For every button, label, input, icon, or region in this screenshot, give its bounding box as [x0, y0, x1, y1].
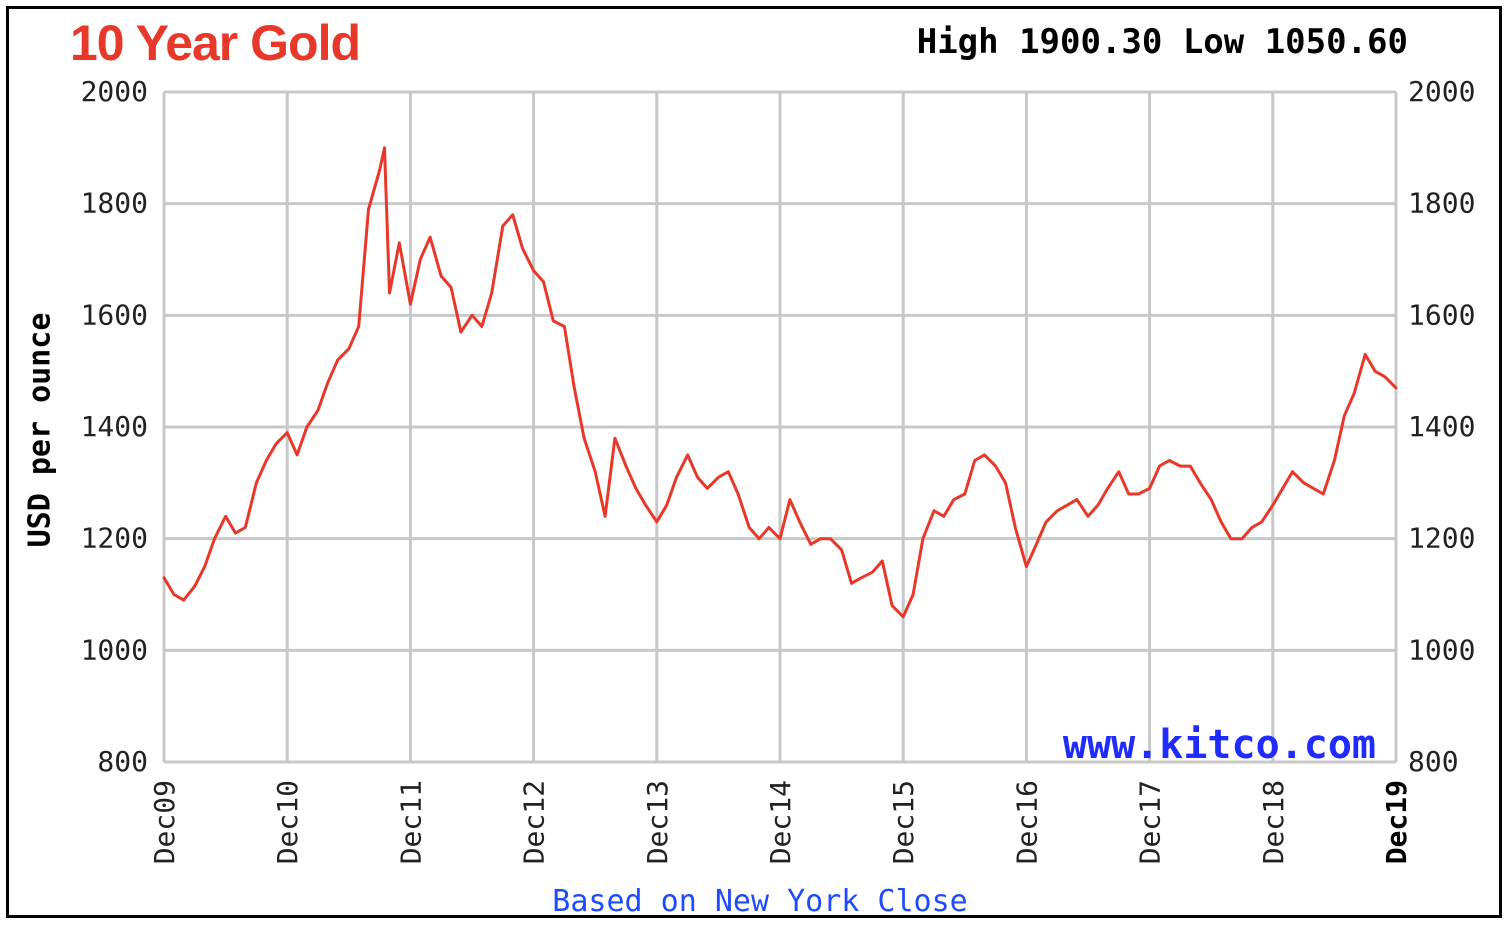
y-tick-label-right: 1600 [1408, 298, 1475, 331]
y-axis-left: 800 1000 1200 1400 1600 1800 2000 [81, 75, 148, 778]
y-tick-label-left: 2000 [81, 75, 148, 108]
chart-frame [6, 6, 1502, 918]
y-tick-label-right: 1000 [1408, 633, 1475, 666]
y-tick-label-left: 1000 [81, 633, 148, 666]
y-tick-label-left: 1800 [81, 187, 148, 220]
x-tick-label: Dec18 [1257, 780, 1290, 864]
y-tick-label-right: 800 [1408, 745, 1459, 778]
grid-lines [162, 90, 1398, 764]
y-axis-right: 800 1000 1200 1400 1600 1800 2000 [1408, 75, 1475, 778]
x-tick-label: Dec17 [1134, 780, 1167, 864]
high-low-stats: High 1900.30 Low 1050.60 [916, 22, 1408, 62]
y-tick-label-left: 1400 [81, 410, 148, 443]
y-tick-label-right: 2000 [1408, 75, 1475, 108]
y-tick-label-right: 1800 [1408, 187, 1475, 220]
y-tick-label-right: 1400 [1408, 410, 1475, 443]
kitco-watermark[interactable]: www.kitco.com [1063, 722, 1376, 768]
x-tick-label: Dec13 [641, 780, 674, 864]
x-tick-label: Dec10 [271, 780, 304, 864]
y-tick-label-left: 1200 [81, 522, 148, 555]
x-tick-label: Dec14 [764, 780, 797, 864]
x-tick-label: Dec15 [887, 780, 920, 864]
x-axis: Dec09 Dec10 Dec11 Dec12 Dec13 Dec14 Dec15 Dec16… [148, 780, 1413, 864]
x-tick-label: Dec09 [148, 780, 181, 864]
y-tick-label-left: 1600 [81, 298, 148, 331]
source-note[interactable]: Based on New York Close [552, 884, 968, 919]
chart-title: 10 Year Gold [70, 15, 361, 71]
price-line-layer [162, 146, 1398, 619]
y-axis-label: USD per ounce [22, 312, 58, 548]
x-tick-label: Dec11 [394, 780, 427, 864]
x-tick-label: Dec19 [1380, 780, 1413, 864]
x-tick-label: Dec16 [1010, 780, 1043, 864]
y-tick-label-right: 1200 [1408, 522, 1475, 555]
y-tick-label-left: 800 [97, 745, 148, 778]
gold-price-line [162, 146, 1398, 619]
x-tick-label: Dec12 [518, 780, 551, 864]
